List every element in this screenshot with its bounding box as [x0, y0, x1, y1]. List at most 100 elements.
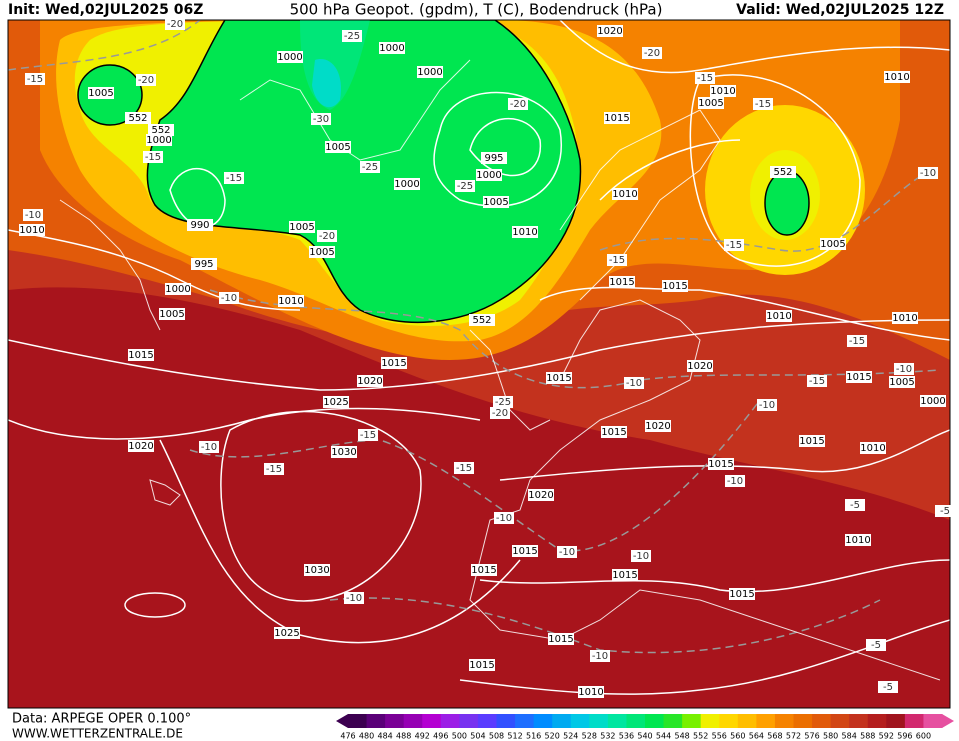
temperature-label-box	[224, 172, 244, 184]
pressure-label: 1000	[146, 135, 171, 146]
legend-label: 512	[507, 732, 522, 741]
pressure-label: 1005	[289, 222, 314, 233]
legend-swatch	[645, 714, 665, 728]
legend-label: 588	[860, 732, 875, 741]
temperature-label: -20	[167, 19, 183, 30]
temperature-label-box	[807, 375, 827, 387]
legend-label: 552	[693, 732, 708, 741]
pressure-label: 1025	[323, 397, 348, 408]
temperature-label: -25	[457, 181, 473, 192]
legend-swatch	[533, 714, 553, 728]
pressure-label-box	[578, 686, 604, 698]
pressure-label: 1000	[417, 67, 442, 78]
temperature-label-box	[494, 512, 514, 524]
pressure-label-box	[889, 376, 915, 388]
pressure-label-box	[770, 166, 796, 178]
temperature-label: -10	[201, 442, 217, 453]
temperature-label: -10	[727, 476, 743, 487]
temperature-label: -5	[871, 640, 881, 651]
temperature-label-box	[264, 463, 284, 475]
legend-swatch	[459, 714, 479, 728]
pressure-label: 1010	[278, 296, 303, 307]
pressure-label: 1010	[892, 313, 917, 324]
pressure-label: 1015	[846, 372, 871, 383]
pressure-label-box	[710, 85, 736, 97]
legend-swatch	[385, 714, 405, 728]
legend-label: 596	[897, 732, 912, 741]
pressure-label-box	[128, 349, 154, 361]
pressure-label-box	[165, 283, 191, 295]
temperature-label: -15	[27, 74, 43, 85]
temperature-label: -10	[25, 210, 41, 221]
temperature-label-box	[557, 546, 577, 558]
legend-swatch	[923, 714, 943, 728]
pressure-label-box	[304, 564, 330, 576]
pressure-label: 1015	[471, 565, 496, 576]
temperature-label: -10	[759, 400, 775, 411]
legend-label: 568	[767, 732, 782, 741]
legend-label: 476	[340, 732, 355, 741]
pressure-label-box	[698, 97, 724, 109]
pressure-label-box	[548, 633, 574, 645]
pressure-label-box	[512, 545, 538, 557]
temperature-label: -10	[626, 378, 642, 389]
temperature-label-box	[847, 335, 867, 347]
temperature-label-box	[136, 74, 156, 86]
pressure-label: 1005	[325, 142, 350, 153]
pressure-label-box	[159, 308, 185, 320]
legend-label: 580	[823, 732, 838, 741]
temperature-label-box	[165, 18, 185, 30]
temperature-label-box	[725, 475, 745, 487]
temperature-label-box	[631, 550, 651, 562]
legend-swatch	[552, 714, 572, 728]
pressure-label: 1010	[884, 72, 909, 83]
temperature-label: -15	[145, 152, 161, 163]
temperature-label-box	[493, 396, 513, 408]
temperature-label-box	[454, 462, 474, 474]
pressure-label-box	[469, 659, 495, 671]
pressure-label: 1000	[394, 179, 419, 190]
temperature-label-box	[866, 639, 886, 651]
legend-swatch	[774, 714, 794, 728]
temperature-label: -20	[644, 48, 660, 59]
pressure-label: 1015	[546, 373, 571, 384]
temperature-label: -15	[849, 336, 865, 347]
pressure-label: 995	[484, 153, 503, 164]
site-url: WWW.WETTERZENTRALE.DE	[12, 727, 183, 741]
pressure-label-box	[601, 426, 627, 438]
pressure-label-box	[191, 258, 217, 270]
temperature-label-box	[490, 407, 510, 419]
pressure-label-box	[469, 314, 495, 326]
pressure-label: 1015	[609, 277, 634, 288]
temperature-label: -15	[609, 255, 625, 266]
pressure-label-box	[325, 141, 351, 153]
temperature-label: -10	[221, 293, 237, 304]
pressure-label: 1010	[860, 443, 885, 454]
legend-swatch	[589, 714, 609, 728]
temperature-label: -25	[495, 397, 511, 408]
legend-label: 520	[545, 732, 560, 741]
temperature-label: -25	[362, 162, 378, 173]
temperature-label-box	[724, 239, 744, 251]
legend-label: 560	[730, 732, 745, 741]
pressure-label-box	[609, 276, 635, 288]
pressure-label-box	[274, 627, 300, 639]
pressure-label-box	[884, 71, 910, 83]
temperature-label: -15	[456, 463, 472, 474]
temperature-label: -10	[633, 551, 649, 562]
pressure-label: 552	[128, 113, 147, 124]
legend-swatch	[663, 714, 683, 728]
pressure-label: 1005	[820, 239, 845, 250]
temperature-label-box	[143, 151, 163, 163]
legend-swatch	[867, 714, 887, 728]
pressure-label: 1000	[476, 170, 501, 181]
legend-swatch	[756, 714, 776, 728]
pressure-label: 1015	[612, 570, 637, 581]
temperature-label: -5	[940, 506, 950, 517]
pressure-label: 1015	[601, 427, 626, 438]
legend-swatch	[477, 714, 497, 728]
legend-swatch	[737, 714, 757, 728]
valid-time: Valid: Wed,02JUL2025 12Z	[736, 2, 944, 18]
legend-label: 544	[656, 732, 671, 741]
temperature-label: -15	[226, 173, 242, 184]
